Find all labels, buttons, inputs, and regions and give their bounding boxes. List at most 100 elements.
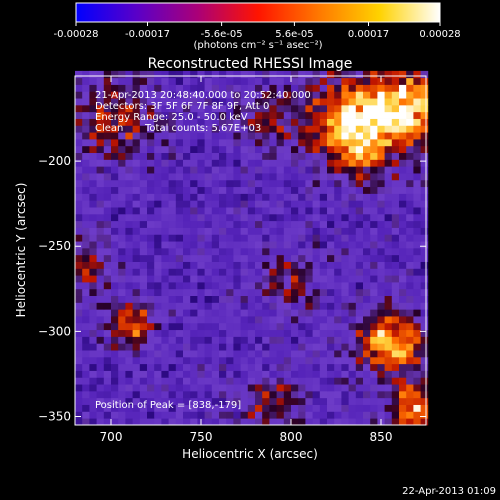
heatmap-cell — [168, 309, 177, 317]
heatmap-cell — [319, 309, 328, 317]
heatmap-cell — [190, 166, 198, 174]
heatmap-cell — [197, 350, 205, 358]
heatmap-cell — [96, 261, 105, 269]
heatmap-cell — [111, 370, 119, 378]
heatmap-cell — [305, 84, 313, 92]
heatmap-cell — [413, 363, 421, 371]
heatmap-cell — [255, 302, 263, 310]
heatmap-cell — [118, 104, 126, 113]
heatmap-cell — [219, 268, 227, 276]
heatmap-cell — [262, 356, 270, 365]
heatmap-cell — [219, 166, 227, 174]
heatmap-cell — [154, 207, 162, 215]
heatmap-cell — [154, 84, 162, 92]
heatmap-cell — [147, 282, 155, 290]
heatmap-cell — [283, 118, 292, 126]
heatmap-cell — [211, 159, 220, 167]
heatmap-cell — [240, 193, 249, 201]
heatmap-cell — [384, 193, 393, 201]
heatmap-cell — [154, 336, 162, 344]
heatmap-cell — [291, 282, 299, 290]
heatmap-cell — [276, 159, 285, 167]
heatmap-cell — [355, 132, 364, 140]
heatmap-cell — [370, 295, 378, 303]
heatmap-cell — [96, 295, 105, 303]
heatmap-cell — [204, 166, 213, 174]
heatmap-cell — [283, 132, 292, 140]
heatmap-cell — [413, 309, 421, 317]
heatmap-cell — [269, 254, 277, 262]
heatmap-cell — [175, 186, 184, 194]
heatmap-cell — [377, 179, 385, 188]
heatmap-cell — [283, 384, 292, 392]
heatmap-cell — [291, 186, 299, 194]
heatmap-cell — [312, 227, 321, 235]
heatmap-cell — [334, 159, 342, 167]
heatmap-cell — [341, 70, 349, 79]
heatmap-cell — [348, 125, 357, 133]
heatmap-cell — [319, 98, 328, 106]
heatmap-cell — [312, 350, 321, 358]
heatmap-cell — [197, 132, 205, 140]
heatmap-cell — [82, 145, 90, 154]
heatmap-cell — [319, 322, 328, 331]
heatmap-cell — [363, 132, 371, 140]
heatmap-cell — [96, 356, 105, 365]
heatmap-cell — [262, 125, 270, 133]
heatmap-cell — [190, 363, 198, 371]
heatmap-cell — [75, 268, 83, 276]
heatmap-cell — [103, 418, 112, 426]
heatmap-cell — [355, 145, 364, 154]
heatmap-cell — [305, 138, 313, 147]
heatmap-cell — [312, 302, 321, 310]
heatmap-cell — [334, 418, 342, 426]
heatmap-cell — [348, 397, 357, 405]
heatmap-cell — [312, 329, 321, 337]
heatmap-cell — [147, 213, 155, 222]
heatmap-cell — [298, 111, 306, 119]
heatmap-cell — [118, 350, 126, 358]
heatmap-cell — [384, 207, 393, 215]
heatmap-cell — [377, 322, 385, 331]
annotation-total-counts: Total counts: 5.67E+03 — [144, 123, 261, 134]
heatmap-cell — [355, 390, 364, 399]
heatmap-cell — [334, 234, 342, 242]
heatmap-cell — [377, 275, 385, 283]
heatmap-cell — [118, 288, 126, 297]
heatmap-cell — [291, 268, 299, 276]
colorbar-tick-label: -5.6e-05 — [201, 29, 243, 40]
heatmap-cell — [111, 390, 119, 399]
heatmap-cell — [125, 275, 133, 283]
heatmap-cell — [298, 329, 306, 337]
heatmap-cell — [334, 241, 342, 249]
heatmap-cell — [262, 145, 270, 154]
heatmap-cell — [319, 397, 328, 405]
heatmap-cell — [132, 91, 141, 99]
heatmap-cell — [175, 173, 184, 181]
heatmap-cell — [355, 343, 364, 351]
heatmap-cell — [262, 404, 270, 412]
heatmap-cell — [305, 309, 313, 317]
heatmap-cell — [298, 343, 306, 351]
heatmap-cell — [211, 234, 220, 242]
heatmap-cell — [283, 411, 292, 419]
heatmap-cell — [298, 91, 306, 99]
heatmap-cell — [363, 275, 371, 283]
heatmap-cell — [312, 220, 321, 228]
heatmap-cell — [262, 363, 270, 371]
heatmap-cell — [75, 111, 83, 119]
heatmap-cell — [255, 247, 263, 256]
heatmap-cell — [269, 261, 277, 269]
heatmap-cell — [247, 363, 256, 371]
heatmap-cell — [262, 275, 270, 283]
heatmap-cell — [168, 295, 177, 303]
heatmap-cell — [413, 166, 421, 174]
heatmap-cell — [305, 159, 313, 167]
heatmap-cell — [175, 104, 184, 113]
heatmap-cell — [75, 418, 83, 426]
heatmap-cell — [413, 397, 421, 405]
heatmap-cell — [118, 70, 126, 79]
heatmap-cell — [384, 125, 393, 133]
heatmap-cell — [240, 152, 249, 160]
heatmap-cell — [319, 316, 328, 324]
